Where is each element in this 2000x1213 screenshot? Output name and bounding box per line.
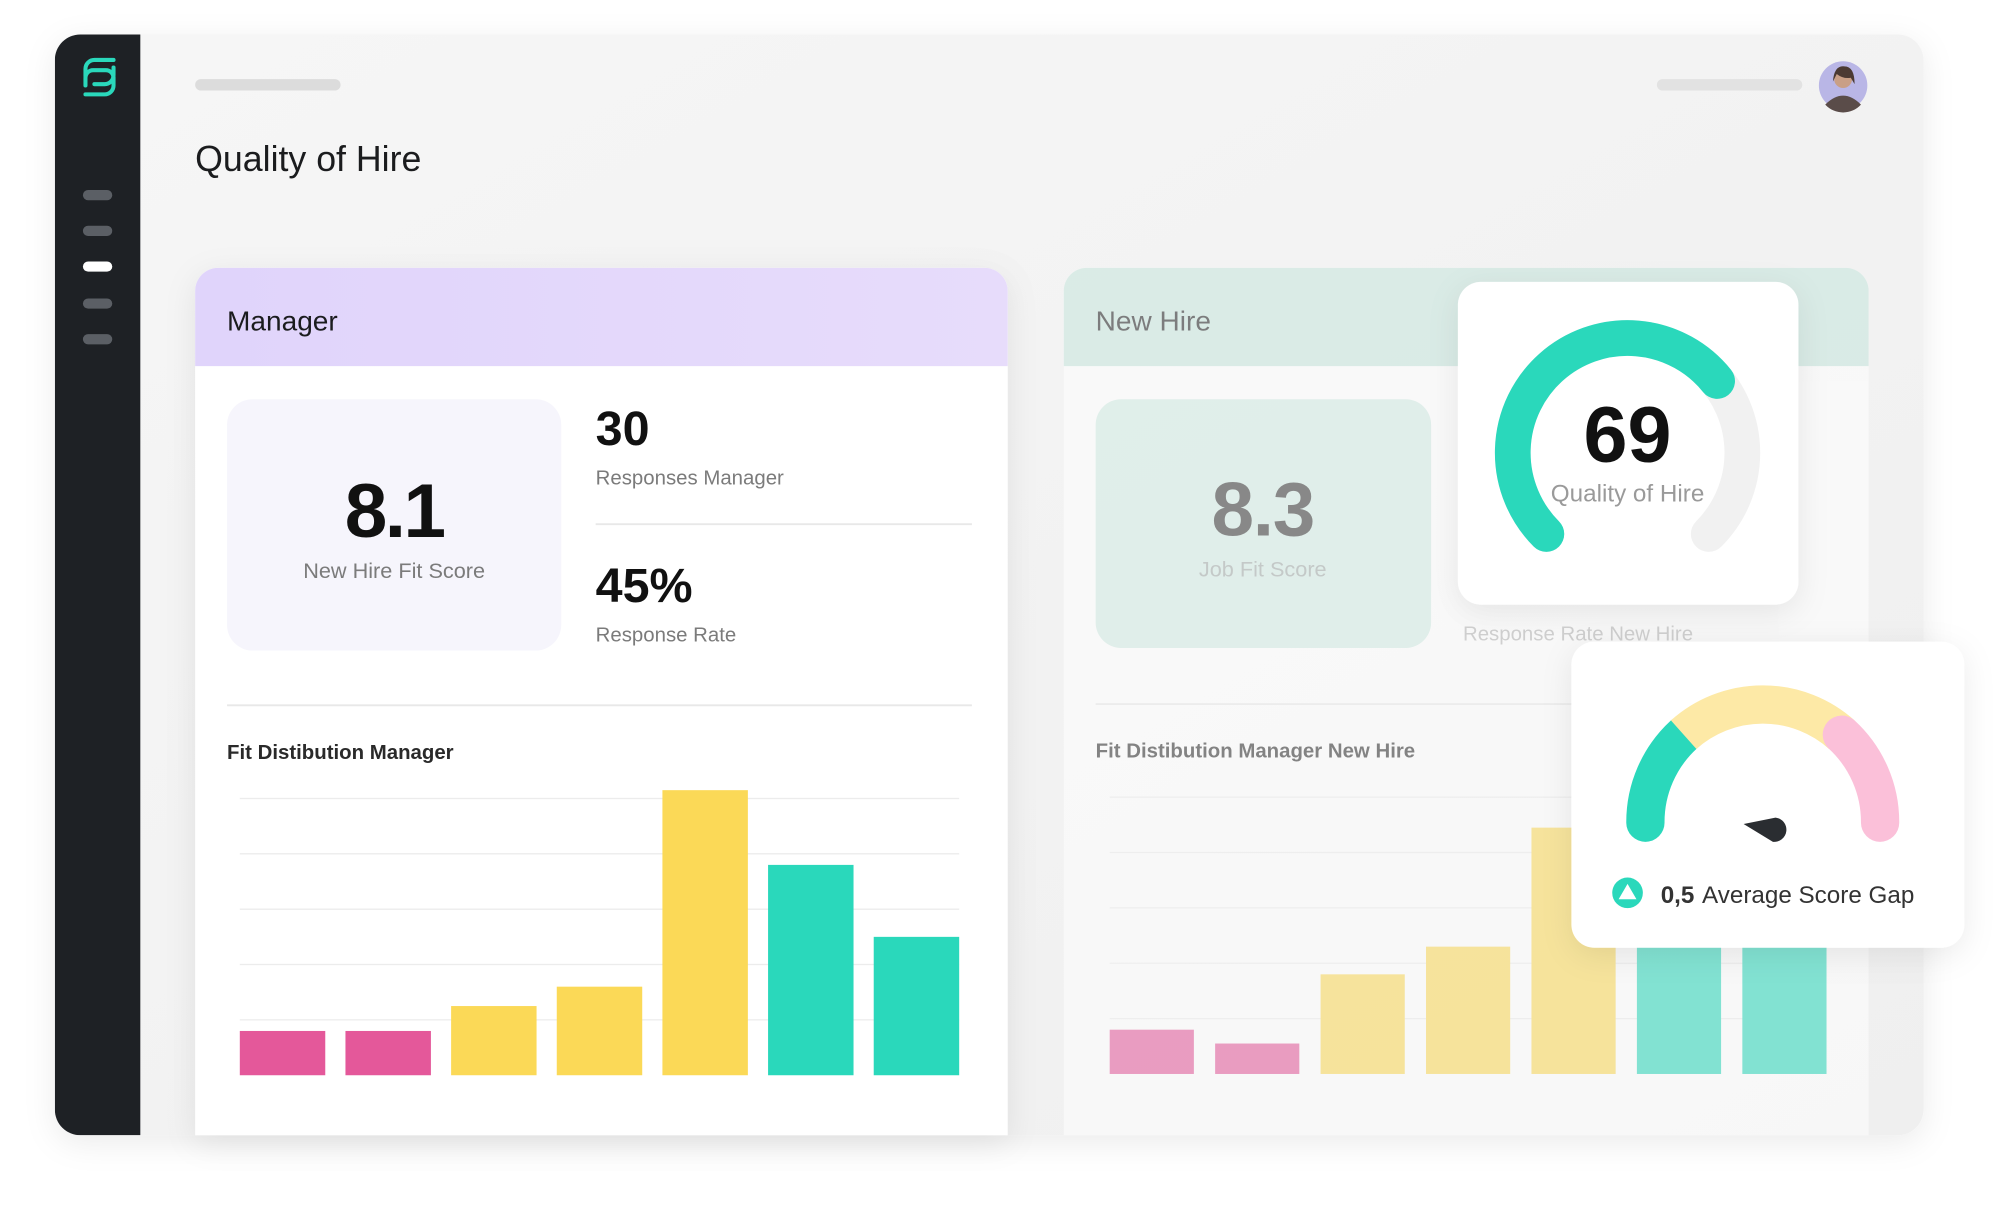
nav-item[interactable] bbox=[82, 190, 113, 201]
score-label: New Hire Fit Score bbox=[303, 558, 485, 583]
gauge-value: 69 bbox=[1584, 390, 1672, 479]
stat-label: Response Rate New Hire bbox=[1463, 623, 1693, 645]
nav-item-active[interactable] bbox=[82, 261, 113, 272]
card-header bbox=[195, 267, 1008, 367]
gap-value: 0,5 bbox=[1661, 882, 1695, 909]
breadcrumb-placeholder bbox=[195, 79, 341, 91]
logo[interactable] bbox=[83, 57, 116, 97]
bar bbox=[873, 936, 960, 1076]
bar bbox=[768, 864, 854, 1076]
stat-label: Responses Manager bbox=[596, 468, 784, 490]
bar bbox=[1742, 946, 1827, 1074]
nav-item[interactable] bbox=[82, 225, 113, 236]
gauge-label: Quality of Hire bbox=[1550, 480, 1705, 508]
stat-label: Response Rate bbox=[596, 625, 737, 647]
bar bbox=[1426, 946, 1511, 1074]
bar bbox=[662, 790, 748, 1076]
gauge-arc bbox=[1494, 320, 1735, 552]
bar bbox=[451, 1006, 537, 1076]
search-placeholder bbox=[1656, 79, 1803, 91]
gauge-needle bbox=[1743, 817, 1787, 842]
bar bbox=[239, 1030, 326, 1076]
score-value: 8.1 bbox=[345, 469, 445, 554]
nav-item[interactable] bbox=[82, 334, 113, 345]
quality-gauge-card: 69 Quality of Hire bbox=[1457, 281, 1799, 605]
card-title: New Hire bbox=[1096, 305, 1211, 336]
score-label: Job Fit Score bbox=[1199, 557, 1327, 582]
chart-title: Fit Distibution Manager bbox=[227, 742, 454, 764]
nav-item[interactable] bbox=[82, 298, 113, 309]
manager-card: Manager 8.1 New Hire Fit Score 30 Respon… bbox=[195, 267, 1008, 1136]
stat-value: 30 bbox=[596, 402, 650, 456]
score-tile bbox=[227, 399, 562, 651]
bar bbox=[1215, 1043, 1300, 1074]
score-tile bbox=[1095, 399, 1432, 648]
gap-text: 0,5 Average Score Gap bbox=[1661, 882, 1915, 909]
chart-title: Fit Distibution Manager New Hire bbox=[1096, 741, 1415, 763]
bar bbox=[556, 986, 643, 1076]
gap-label: Average Score Gap bbox=[1702, 882, 1914, 909]
bar bbox=[345, 1030, 431, 1076]
stat-value: 45% bbox=[596, 559, 693, 613]
bar bbox=[1109, 1029, 1194, 1074]
gauge-label-box: Quality of Hire bbox=[1550, 480, 1705, 508]
page-title: Quality of Hire bbox=[195, 139, 421, 179]
bar-chart bbox=[239, 790, 960, 1076]
card-title: Manager bbox=[227, 305, 338, 336]
score-gap-card: 0,5 Average Score Gap bbox=[1571, 641, 1965, 948]
sidebar bbox=[54, 34, 141, 1136]
bar bbox=[1320, 974, 1405, 1074]
trend-arrow bbox=[1618, 883, 1637, 900]
score-value: 8.3 bbox=[1211, 468, 1314, 553]
avatar[interactable] bbox=[1818, 61, 1868, 113]
nav bbox=[82, 190, 113, 345]
gap-gauge bbox=[1626, 685, 1900, 842]
